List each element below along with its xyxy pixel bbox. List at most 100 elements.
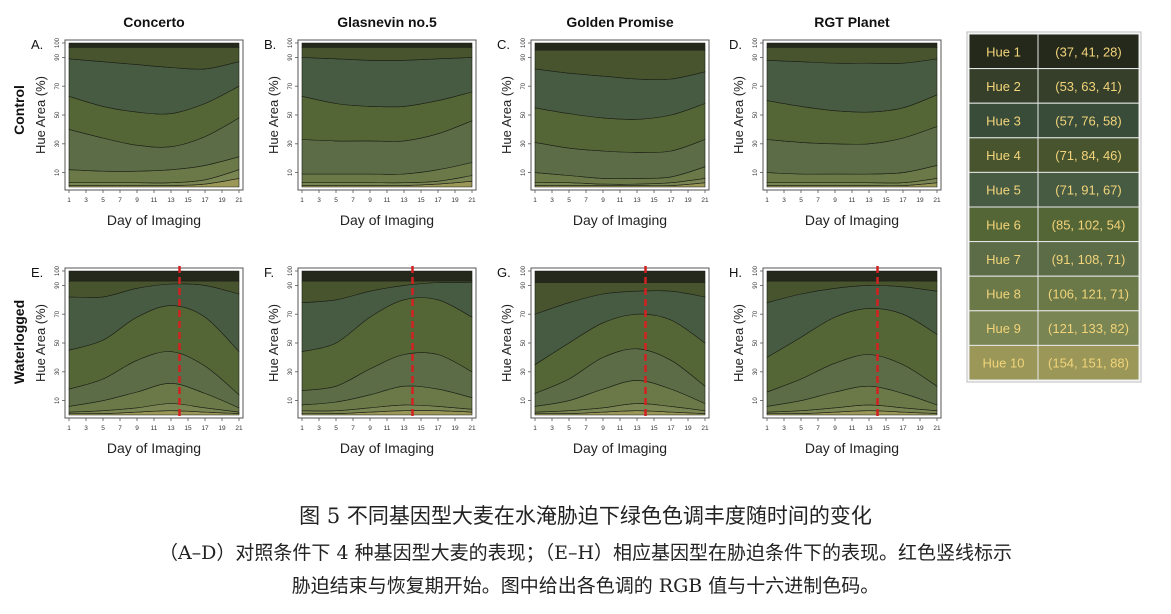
y-tick-label: 50 (753, 339, 759, 346)
x-tick-label: 5 (567, 197, 571, 204)
x-tick-label: 9 (368, 197, 372, 204)
x-tick-label: 17 (201, 197, 209, 204)
y-axis-label: Hue Area (%) (731, 304, 746, 382)
x-tick-label: 19 (916, 425, 924, 432)
y-axis-label: Hue Area (%) (499, 304, 514, 382)
x-tick-label: 15 (417, 425, 425, 432)
x-tick-label: 5 (567, 425, 571, 432)
x-tick-label: 5 (799, 197, 803, 204)
y-tick-label: 90 (753, 281, 759, 288)
legend-hue-rgb: (121, 133, 82) (1048, 321, 1129, 336)
y-tick-label: 10 (55, 169, 61, 176)
y-tick-label: 30 (753, 140, 759, 147)
legend-row: Hue 5 (71, 91, 67) (968, 171, 1140, 208)
x-tick-label: 11 (384, 197, 391, 204)
legend-row: Hue 10 (154, 151, 88) (968, 344, 1140, 381)
y-tick-label: 90 (55, 281, 61, 288)
x-tick-label: 15 (650, 197, 658, 204)
y-tick-label: 10 (753, 169, 759, 176)
y-tick-label: 70 (288, 82, 294, 89)
legend-hue-name: Hue 4 (986, 148, 1021, 163)
legend-swatch (968, 68, 1140, 104)
y-tick-label: 50 (521, 111, 527, 118)
legend-hue-name: Hue 10 (983, 356, 1025, 371)
y-axis-label: Hue Area (%) (266, 76, 281, 154)
x-tick-label: 3 (782, 197, 786, 204)
x-tick-label: 21 (701, 425, 709, 432)
y-tick-label: 70 (55, 310, 61, 317)
y-tick-label: 50 (288, 339, 294, 346)
area-band-hue-1 (534, 42, 706, 51)
x-tick-label: 7 (351, 197, 355, 204)
x-tick-label: 9 (135, 197, 139, 204)
legend-hue-rgb: (37, 41, 28) (1055, 44, 1122, 59)
panel-label: H. (729, 265, 742, 280)
x-tick-label: 9 (833, 197, 837, 204)
legend-swatch (968, 206, 1140, 243)
x-tick-label: 17 (434, 197, 442, 204)
x-tick-label: 13 (167, 197, 175, 204)
legend-swatch (968, 137, 1140, 173)
y-tick-label: 100 (521, 37, 527, 48)
y-tick-label: 70 (521, 310, 527, 317)
x-axis-label: Day of Imaging (573, 212, 667, 228)
x-tick-label: 7 (351, 425, 355, 432)
panel-title: Concerto (123, 14, 184, 30)
y-tick-label: 100 (521, 265, 527, 276)
x-tick-label: 21 (933, 425, 941, 432)
y-tick-label: 30 (55, 140, 61, 147)
x-tick-label: 19 (218, 425, 226, 432)
hue-legend-table: Hue 1 (37, 41, 28) Hue 2 (53, 63, 41) Hue 3 (… (966, 31, 1142, 383)
row-label-control: Control (11, 85, 27, 135)
panel-title: RGT Planet (814, 14, 890, 30)
x-tick-label: 17 (899, 425, 907, 432)
x-tick-label: 11 (151, 425, 158, 432)
y-tick-label: 70 (521, 82, 527, 89)
legend-hue-name: Hue 8 (986, 287, 1021, 302)
legend-hue-name: Hue 2 (986, 79, 1021, 94)
caption-line-1: （A–D）对照条件下 4 种基因型大麦的表现；（E–H）相应基因型在胁迫条件下的… (158, 542, 1013, 564)
x-tick-label: 17 (667, 197, 675, 204)
y-tick-label: 100 (753, 265, 759, 276)
x-tick-label: 15 (650, 425, 658, 432)
x-tick-label: 7 (816, 425, 820, 432)
legend-row: Hue 4 (71, 84, 46) (968, 137, 1140, 173)
x-tick-label: 21 (468, 425, 476, 432)
x-axis-label: Day of Imaging (107, 440, 201, 456)
legend-hue-rgb: (154, 151, 88) (1048, 356, 1129, 371)
panel-title: Golden Promise (566, 14, 674, 30)
x-tick-label: 5 (101, 425, 105, 432)
x-tick-label: 11 (849, 425, 856, 432)
x-tick-label: 11 (617, 197, 624, 204)
x-tick-label: 7 (118, 197, 122, 204)
x-tick-label: 21 (701, 197, 709, 204)
legend-hue-name: Hue 1 (986, 44, 1021, 59)
x-tick-label: 21 (235, 197, 243, 204)
y-tick-label: 100 (288, 37, 294, 48)
panel-label: F. (264, 265, 274, 280)
y-axis-label: Hue Area (%) (33, 76, 48, 154)
panel-label: E. (31, 265, 43, 280)
y-axis-label: Hue Area (%) (33, 304, 48, 382)
x-tick-label: 5 (799, 425, 803, 432)
area-band-hue-1 (766, 42, 938, 48)
x-tick-label: 19 (916, 197, 924, 204)
x-tick-label: 11 (849, 197, 856, 204)
legend-hue-rgb: (57, 76, 58) (1055, 114, 1122, 129)
legend-hue-rgb: (106, 121, 71) (1048, 287, 1129, 302)
y-axis-label: Hue Area (%) (499, 76, 514, 154)
x-tick-label: 15 (417, 197, 425, 204)
legend-row: Hue 9 (121, 133, 82) (968, 310, 1140, 346)
x-tick-label: 19 (451, 425, 459, 432)
legend-swatch (968, 344, 1140, 381)
legend-hue-rgb: (71, 84, 46) (1055, 148, 1122, 163)
y-tick-label: 90 (288, 53, 294, 60)
legend-row: Hue 2 (53, 63, 41) (968, 68, 1140, 104)
area-band-hue-1 (301, 42, 473, 48)
y-tick-label: 30 (753, 368, 759, 375)
x-tick-label: 5 (334, 197, 338, 204)
x-tick-label: 15 (882, 197, 890, 204)
x-tick-label: 11 (384, 425, 391, 432)
